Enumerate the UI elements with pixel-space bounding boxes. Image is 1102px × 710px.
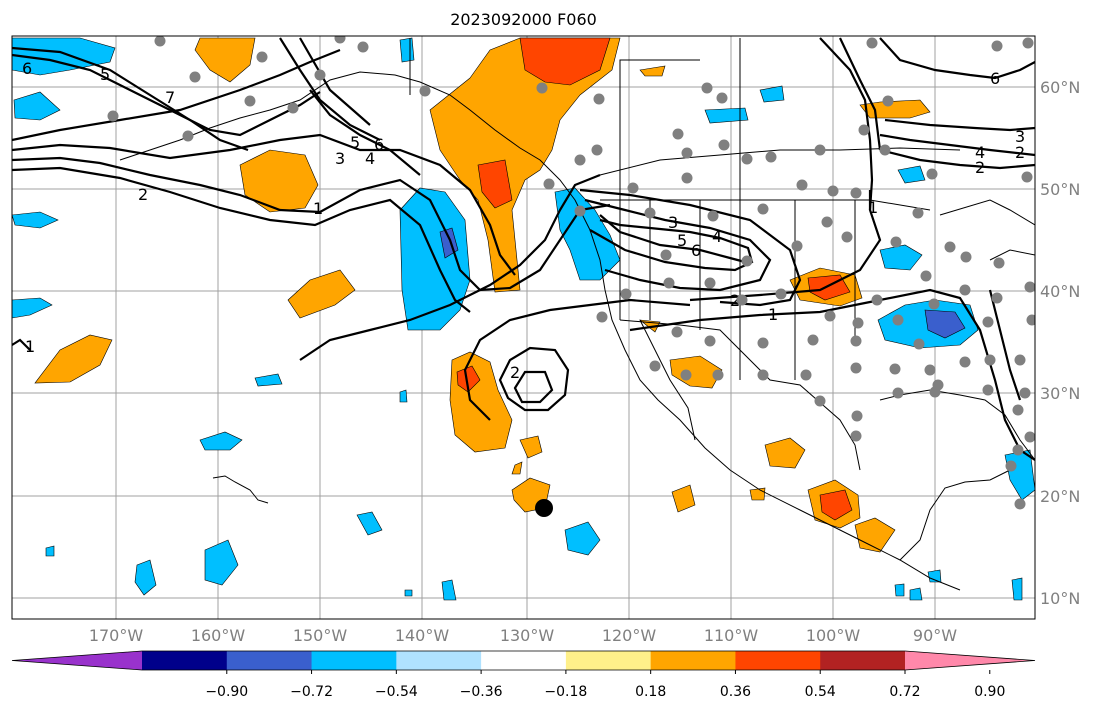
lat-label: 10°N (1040, 589, 1080, 608)
colorbar-bin (226, 651, 313, 670)
lon-label: 110°W (704, 626, 759, 645)
lat-label: 50°N (1040, 180, 1080, 199)
contour-labels: 6 5 7 3 4 5 6 2 1 1 2 3 5 6 4 1 2 1 2 6 … (22, 59, 1025, 382)
lat-label: 20°N (1040, 487, 1080, 506)
colorbar-bin (142, 651, 228, 670)
lon-label: 130°W (500, 626, 555, 645)
latitude-labels: 60°N 50°N 40°N 30°N 20°N 10°N (1040, 78, 1080, 608)
negative-anomaly-patches (12, 37, 1035, 601)
colorbar-bin (820, 651, 906, 670)
contour-label: 1 (313, 199, 323, 218)
colorbar (11, 650, 1036, 671)
contour-label: 3 (1015, 127, 1025, 146)
colorbar-tick-label: 0.72 (889, 684, 920, 700)
colorbar-tick-label: 0.36 (720, 684, 751, 700)
colorbar-tick-label: 0.18 (635, 684, 666, 700)
contour-label: 4 (365, 149, 375, 168)
contour-label: 2 (730, 291, 740, 310)
lon-label: 170°W (89, 626, 144, 645)
colorbar-bin (565, 651, 652, 670)
lon-label: 140°W (395, 626, 450, 645)
colorbar-tick-label: −0.90 (205, 684, 248, 700)
contour-label: 5 (677, 231, 687, 250)
longitude-labels: 170°W 160°W 150°W 140°W 130°W 120°W 110°… (89, 626, 957, 645)
colorbar-bin (311, 651, 397, 670)
contour-label: 3 (668, 213, 678, 232)
colorbar-tick-label: −0.54 (375, 684, 418, 700)
map-title: 2023092000 F060 (450, 10, 597, 29)
storm-position-marker (535, 499, 553, 517)
colorbar-bin (735, 651, 821, 670)
colorbar-tick-label: −0.72 (290, 684, 333, 700)
lat-label: 30°N (1040, 384, 1080, 403)
colorbar-ticks: −0.90 −0.72 −0.54 −0.36 −0.18 0.18 0.36 0.54 0.7… (205, 670, 1005, 700)
contour-label: 6 (691, 241, 701, 260)
station-markers (107, 36, 1035, 510)
contour-label: 6 (22, 59, 32, 78)
colorbar-tick-label: 0.90 (974, 684, 1005, 700)
colorbar-outline (11, 650, 1036, 671)
contour-label: 5 (100, 65, 110, 84)
lon-label: 90°W (913, 626, 957, 645)
contour-label: 2 (1015, 143, 1025, 162)
colorbar-extend-max (905, 651, 1035, 670)
colorbar-tick-label: 0.54 (805, 684, 836, 700)
colorbar-bin (481, 651, 567, 670)
lon-label: 150°W (293, 626, 348, 645)
lon-label: 100°W (806, 626, 861, 645)
contour-label: 2 (975, 158, 985, 177)
contour-label: 1 (768, 305, 778, 324)
contour-label: 6 (990, 69, 1000, 88)
colorbar-bin (650, 651, 736, 670)
contour-label: 4 (712, 227, 722, 246)
contour-label: 2 (510, 363, 520, 382)
lon-label: 120°W (602, 626, 657, 645)
contour-label: 6 (374, 135, 384, 154)
colorbar-tick-label: −0.36 (460, 684, 503, 700)
colorbar-tick-label: −0.18 (544, 684, 587, 700)
lat-label: 40°N (1040, 282, 1080, 301)
lat-label: 60°N (1040, 78, 1080, 97)
colorbar-bin (396, 651, 482, 670)
contour-label: 5 (350, 133, 360, 152)
contour-label: 1 (25, 337, 35, 356)
contour-label: 3 (335, 149, 345, 168)
contour-lines (12, 37, 1035, 461)
contour-label: 2 (138, 185, 148, 204)
contour-label: 7 (165, 88, 175, 107)
contour-label: 4 (975, 143, 985, 162)
map-frame (11, 35, 1036, 620)
contour-label: 1 (868, 198, 878, 217)
lon-label: 160°W (191, 626, 246, 645)
colorbar-extend-min (12, 651, 142, 670)
